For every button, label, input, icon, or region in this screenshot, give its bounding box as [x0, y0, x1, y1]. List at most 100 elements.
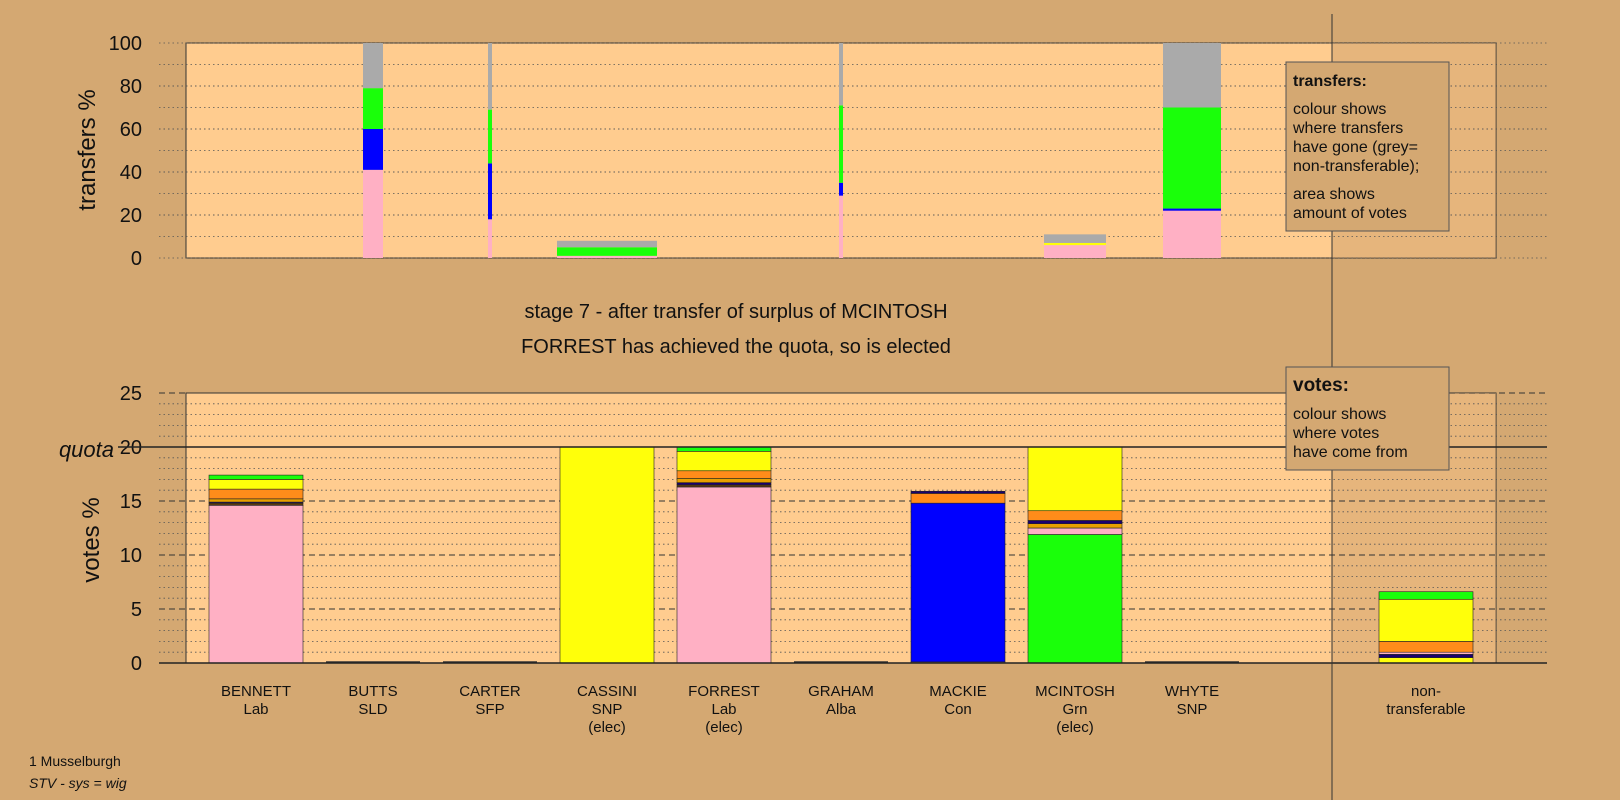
footer-system: STV - sys = wig	[29, 775, 127, 791]
votes-ytick-label: 5	[131, 599, 142, 621]
transfers-bar-segment	[488, 43, 492, 110]
axes: 0204060801000510152025BENNETTLabBUTTSSLD…	[109, 33, 1547, 736]
transfers-ytick-label: 0	[131, 248, 142, 270]
nontransferable-label: non-	[1411, 683, 1441, 700]
votes-bar-segment	[208, 505, 304, 664]
candidate-label: (elec)	[1056, 719, 1094, 736]
transfers-bar-segment	[1163, 210, 1221, 258]
votes-bar-segment	[208, 502, 304, 506]
votes-ylabel: votes %	[78, 497, 105, 582]
quota-label: quota	[59, 437, 114, 462]
transfers-ytick-label: 40	[120, 162, 142, 184]
transfers-ytick-label: 60	[120, 119, 142, 141]
transfers-legend-title: transfers:	[1293, 73, 1367, 90]
votes-legend: votes: colour shows where votes have com…	[1285, 366, 1450, 471]
transfers-bar-segment	[839, 105, 843, 183]
candidate-label: FORREST	[688, 683, 760, 700]
votes-legend-line: colour shows	[1293, 406, 1386, 423]
votes-bar-segment	[676, 478, 772, 483]
votes-bar-segment	[1027, 520, 1123, 524]
votes-ytick-label: 0	[131, 653, 142, 675]
transfers-ytick-label: 80	[120, 76, 142, 98]
candidate-label: MCINTOSH	[1035, 683, 1115, 700]
transfers-ytick-label: 20	[120, 205, 142, 227]
votes-bar-segment	[676, 451, 772, 472]
transfers-legend-line: non-transferable);	[1293, 158, 1419, 175]
candidate-label: SNP	[1177, 701, 1208, 718]
votes-legend-title: votes:	[1293, 375, 1349, 396]
transfers-bar-segment	[557, 255, 657, 258]
votes-legend-line: have come from	[1293, 444, 1408, 461]
transfers-legend-line: have gone (grey=	[1293, 139, 1418, 156]
candidate-label: Lab	[711, 701, 736, 718]
votes-bar-segment	[1378, 591, 1474, 600]
votes-bar-segment	[208, 488, 304, 500]
votes-bar-segment	[208, 498, 304, 503]
candidate-label: Grn	[1062, 701, 1087, 718]
votes-legend-line: where votes	[1292, 425, 1379, 442]
transfers-bar-segment	[557, 247, 657, 256]
transfers-legend: transfers: colour shows where transfers …	[1285, 61, 1450, 232]
transfers-bar-segment	[557, 240, 657, 248]
candidate-label: (elec)	[705, 719, 743, 736]
candidate-label: MACKIE	[929, 683, 987, 700]
transfers-bar-segment	[1163, 43, 1221, 108]
votes-bar-segment	[676, 482, 772, 486]
transfers-bar-segment	[363, 43, 383, 89]
candidate-label: (elec)	[588, 719, 626, 736]
transfers-legend-line: area shows	[1293, 186, 1375, 203]
votes-ytick-label: 15	[120, 491, 142, 513]
votes-bar-segment	[1378, 651, 1474, 655]
stage-subtitle: FORREST has achieved the quota, so is el…	[521, 336, 951, 358]
transfers-legend-box	[1285, 61, 1450, 232]
transfers-ylabel: transfers %	[74, 89, 101, 210]
transfers-bar-segment	[363, 88, 383, 129]
footer-ward: 1 Musselburgh	[29, 753, 121, 769]
votes-bar-segment	[910, 493, 1006, 504]
votes-bar-segment	[676, 484, 772, 488]
transfers-bar-segment	[488, 109, 492, 164]
votes-bar-segment	[208, 474, 304, 480]
votes-bar-segment	[676, 470, 772, 479]
candidate-label: BUTTS	[348, 683, 397, 700]
votes-bar-segment	[1378, 598, 1474, 642]
candidate-label: WHYTE	[1165, 683, 1219, 700]
votes-bar-segment	[1378, 654, 1474, 658]
votes-bar-segment	[910, 502, 1006, 663]
votes-bar-segment	[676, 486, 772, 664]
transfers-bar-segment	[363, 169, 383, 258]
votes-bar-segment	[1378, 641, 1474, 653]
candidate-label: CASSINI	[577, 683, 637, 700]
transfers-bar-segment	[363, 129, 383, 170]
transfers-bar-segment	[488, 219, 492, 258]
votes-plot-area	[185, 392, 1497, 664]
votes-bar-segment	[1027, 446, 1123, 512]
candidate-label: Alba	[826, 701, 857, 718]
transfers-bar-segment	[1044, 234, 1106, 243]
transfers-legend-line: where transfers	[1292, 120, 1403, 137]
candidate-label: BENNETT	[221, 683, 291, 700]
stage-title: stage 7 - after transfer of surplus of M…	[524, 301, 947, 323]
candidate-label: Con	[944, 701, 972, 718]
transfers-ytick-label: 100	[109, 33, 142, 55]
votes-bar-segment	[1027, 527, 1123, 535]
candidate-label: SFP	[475, 701, 504, 718]
transfers-bar-segment	[1044, 245, 1106, 258]
votes-bar-segment	[208, 479, 304, 490]
transfers-bar-segment	[1163, 208, 1221, 211]
transfers-bar-segment	[488, 163, 492, 220]
transfers-bar-segment	[1044, 242, 1106, 246]
transfers-bar-segment	[1163, 107, 1221, 209]
votes-legend-box	[1285, 366, 1450, 471]
transfers-legend-line: colour shows	[1293, 101, 1386, 118]
votes-bar-segment	[1027, 523, 1123, 529]
candidate-label: SNP	[592, 701, 623, 718]
transfers-bar-segment	[839, 182, 843, 196]
transfers-bar-segment	[839, 195, 843, 258]
candidate-label: Lab	[243, 701, 268, 718]
votes-bar-segment	[559, 446, 655, 664]
nontransferable-label: transferable	[1386, 701, 1465, 718]
bars	[208, 43, 1474, 664]
transfers-bar-segment	[839, 43, 843, 106]
